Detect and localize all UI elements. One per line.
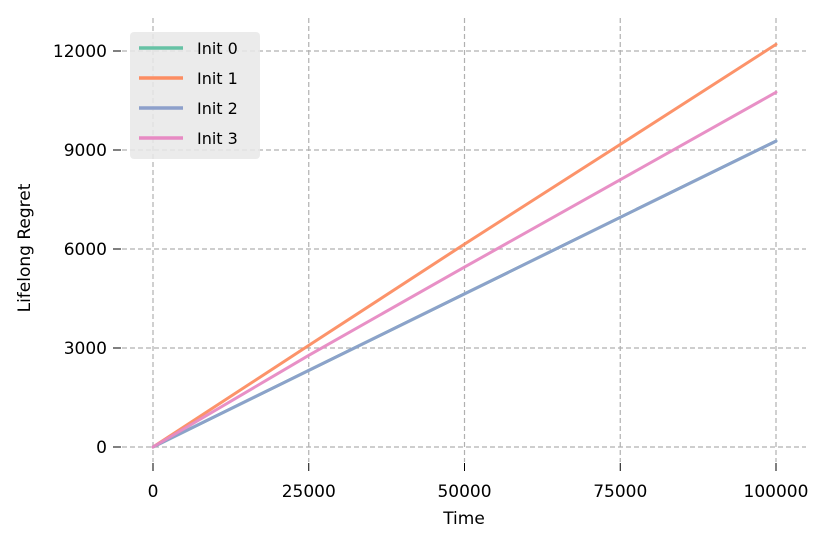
legend-label-init-1: Init 1 <box>197 69 238 88</box>
y-tick-label: 0 <box>96 438 107 458</box>
x-tick-label: 25000 <box>282 482 336 502</box>
x-tick-label: 50000 <box>437 482 491 502</box>
series-line-init-3 <box>151 90 778 449</box>
series-line-init-1 <box>151 42 778 449</box>
x-tick-label: 75000 <box>593 482 647 502</box>
legend-label-init-3: Init 3 <box>197 129 238 148</box>
series-line-init-2 <box>151 139 778 449</box>
legend-box <box>130 32 260 159</box>
x-tick-label: 100000 <box>744 482 809 502</box>
y-axis-label: Lifelong Regret <box>15 183 35 312</box>
x-axis-ticks: 0 25000 50000 75000 100000 <box>148 463 809 502</box>
legend: Init 0 Init 1 Init 2 Init 3 <box>130 32 260 159</box>
y-tick-label: 9000 <box>64 141 107 161</box>
y-axis-ticks: 0 3000 6000 9000 12000 <box>53 42 121 458</box>
y-tick-label: 6000 <box>64 240 107 260</box>
y-tick-label: 3000 <box>64 339 107 359</box>
x-tick-label: 0 <box>148 482 159 502</box>
y-tick-label: 12000 <box>53 42 107 62</box>
legend-label-init-2: Init 2 <box>197 99 238 118</box>
x-axis-label: Time <box>442 509 485 529</box>
series-lines <box>151 42 778 449</box>
legend-label-init-0: Init 0 <box>197 39 238 58</box>
